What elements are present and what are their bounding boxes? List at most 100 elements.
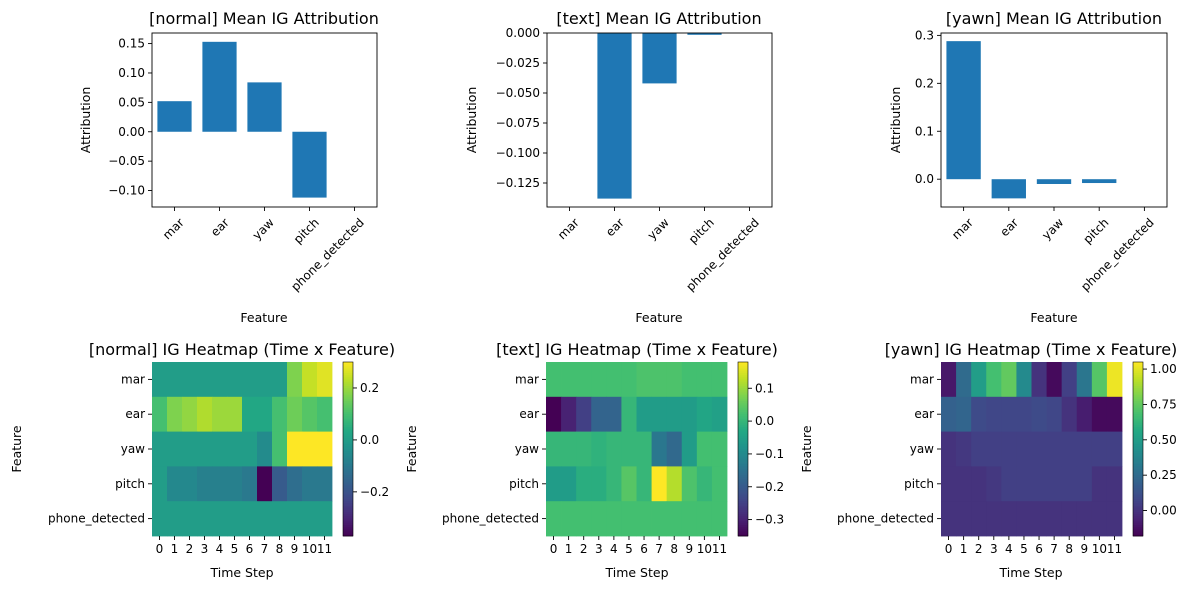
heatmap-cell [666,362,683,398]
heatmap-cell [546,501,562,537]
colorbar-segment [1133,479,1143,483]
colorbar-segment [738,494,748,498]
colorbar-segment [343,368,353,372]
heatmap-cell [971,396,987,432]
normal-ig-heatmap: [normal] IG Heatmap (Time x Feature) Tim… [9,340,395,580]
colorbar-segment [343,457,353,461]
colorbar-segment [738,403,748,406]
colorbar-segment [1133,381,1143,385]
heatmap-cell [1106,362,1123,398]
colorbar-segment [738,520,748,524]
colorbar-segment [738,533,748,537]
heatmap-cell [971,431,987,467]
colorbar-segment [738,483,748,487]
colorbar-segment [1133,490,1143,493]
heatmap-cell [636,362,652,398]
colorbar-segment [1133,429,1143,432]
heatmap-cell [621,362,637,398]
heatmap-cell [167,362,183,398]
y-tick-label: −0.05 [108,154,145,168]
x-axis-label: Feature [635,310,683,325]
heatmap-cell [302,466,318,502]
colorbar-segment [738,472,748,476]
colorbar-segment [343,412,353,415]
heatmap-cell [287,501,303,537]
heatmap-cell [606,396,622,432]
heatmap-cell [681,466,698,502]
colorbar-segment [1133,422,1143,426]
colorbar-segment [1133,377,1143,380]
bar-pitch [1082,179,1117,184]
column-label: 0 [156,542,164,556]
heatmap-cell [167,396,183,432]
colorbar-segment [738,453,748,456]
column-label: 3 [990,542,998,556]
heatmap-cell [257,501,273,537]
colorbar-segment [343,503,353,506]
colorbar-segment [1133,366,1143,369]
colorbar-segment [343,529,353,533]
colorbar-segment [738,394,748,398]
chart-title: [yawn] IG Heatmap (Time x Feature) [885,340,1178,359]
heatmap-cell [651,396,668,432]
row-label: pitch [115,477,145,491]
colorbar-segment [1133,362,1143,365]
colorbar-segment [1133,483,1143,487]
colorbar-segment [738,485,748,489]
colorbar-segment [343,394,353,398]
colorbar-segment [1133,379,1143,382]
colorbar-segment [343,496,353,500]
heatmap-cell [287,396,303,432]
colorbar-segment [1133,372,1143,376]
colorbar-segment [343,407,353,411]
heatmap-cell [197,396,213,432]
heatmap-cell [666,396,683,432]
heatmap-cell [1076,396,1093,432]
heatmap-cell [711,431,728,467]
colorbar-segment [738,507,748,511]
y-tick-label: 0.000 [506,26,540,40]
heatmap-cell [971,466,987,502]
y-tick-label: 0.15 [118,37,145,51]
colorbar-segment [1133,453,1143,456]
colorbar: −0.3 −0.2 −0.1 0.0 0.1 [737,361,784,537]
colorbar-segment [738,407,748,411]
heatmap-cell [212,362,228,398]
heatmap-cell [696,362,713,398]
chart-title: [normal] Mean IG Attribution [149,9,379,28]
column-label: 11 [317,542,332,556]
colorbar-segment [738,372,748,376]
heatmap-cell [696,501,713,537]
colorbar-tick-label: 0.1 [755,381,774,395]
colorbar-segment [343,401,353,404]
colorbar-segment [343,507,353,511]
colorbar-segment [1133,466,1143,469]
heatmap-cell [182,396,198,432]
heatmap-cell [681,501,698,537]
bar-ear [991,179,1026,199]
heatmap-cell [1106,431,1123,467]
colorbar-segment [343,494,353,498]
row-label: pitch [904,477,934,491]
heatmap-cell [1091,362,1108,398]
heatmap-cell [182,466,198,502]
column-label: 6 [1035,542,1043,556]
column-label: 11 [1107,542,1122,556]
y-axis-label: Attribution [888,87,903,154]
row-label: ear [519,407,539,421]
heatmap-cell [182,431,198,467]
colorbar-segment [343,462,353,465]
heatmap-cell [606,501,622,537]
column-label: 2 [186,542,194,556]
heatmap-cell [257,396,273,432]
colorbar-segment [343,522,353,526]
colorbar-segment [343,392,353,396]
colorbar-tick-label: −0.3 [755,513,784,527]
heatmap-cell [257,362,273,398]
colorbar-segment [738,490,748,493]
heatmap-cell [1016,396,1032,432]
colorbar-segment [738,396,748,400]
colorbar-segment [738,422,748,426]
colorbar-segment [1133,385,1143,389]
heatmap-cell [1031,501,1047,537]
